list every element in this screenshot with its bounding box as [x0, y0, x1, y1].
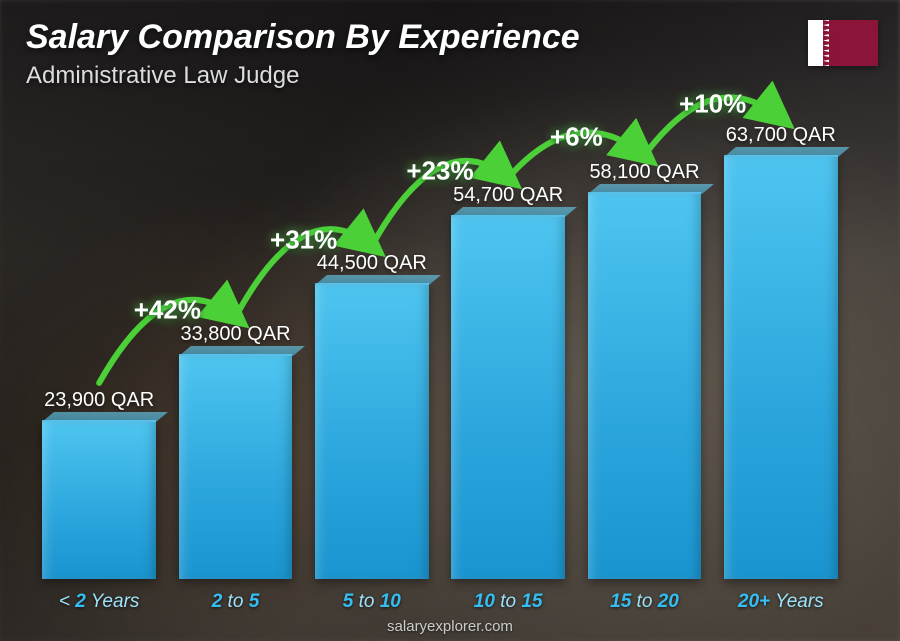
qatar-flag	[808, 20, 878, 66]
x-axis-item: 2 to 5	[176, 591, 294, 613]
increase-label: +23%	[406, 156, 473, 187]
chart-area: 23,900 QAR33,800 QAR44,500 QAR54,700 QAR…	[30, 100, 850, 579]
increase-label: +10%	[679, 88, 746, 119]
x-axis: < 2 Years 2 to 5 5 to 10 10 to 15 15 to 20 20…	[30, 591, 850, 613]
x-axis-item: < 2 Years	[40, 591, 158, 613]
footer-attribution: salaryexplorer.com	[0, 618, 900, 635]
x-axis-item: 15 to 20	[585, 591, 703, 613]
chart-title: Salary Comparison By Experience	[26, 18, 580, 57]
flag-white-band	[808, 20, 829, 66]
x-axis-item: 20+ Years	[722, 591, 840, 613]
x-axis-item: 10 to 15	[449, 591, 567, 613]
chart-subtitle: Administrative Law Judge	[26, 62, 299, 90]
x-axis-item: 5 to 10	[313, 591, 431, 613]
increase-label: +31%	[270, 225, 337, 256]
flag-maroon-band	[829, 20, 878, 66]
flag-serration	[823, 20, 835, 66]
increase-label: +6%	[550, 122, 603, 153]
increase-label: +42%	[134, 295, 201, 326]
